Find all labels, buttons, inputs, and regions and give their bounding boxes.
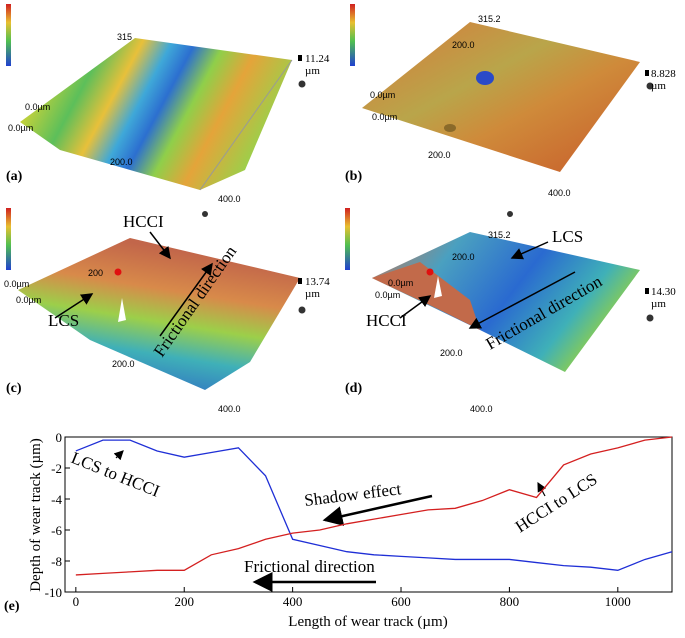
arrow: [399, 295, 432, 319]
arrow: [537, 481, 547, 497]
axis-label: 315.2: [488, 230, 511, 240]
arrow: [468, 271, 576, 329]
axis-label: 0.0µm: [375, 290, 400, 300]
axis-label: 315.2: [478, 14, 501, 24]
surface: [372, 232, 640, 372]
scale-marker: [298, 278, 302, 284]
y-tick-label: -2: [51, 461, 62, 476]
x-tick-label: 600: [391, 594, 411, 609]
x-tick-label: 800: [500, 594, 520, 609]
axis-label: 0.0µm: [388, 278, 413, 288]
color-bar: [345, 208, 350, 270]
x-axis-title: Length of wear track (µm): [288, 614, 447, 630]
arrow: [510, 241, 549, 260]
scale-dot: [646, 82, 654, 90]
scale-marker: [645, 288, 649, 294]
x-tick-label: 1000: [605, 594, 631, 609]
arrow: [149, 231, 171, 260]
data-line: [75, 436, 673, 576]
scale-label: 11.24: [305, 53, 330, 65]
y-axis-title: Depth of wear track (µm): [28, 438, 44, 592]
axis-label: 200.0: [428, 150, 451, 160]
y-tick-label: -4: [51, 492, 62, 507]
scale-dot: [202, 211, 208, 217]
scale-marker: [645, 70, 649, 76]
annotation: LCS: [552, 227, 583, 246]
panel-label: (e): [4, 599, 20, 614]
axis-label: 400.0: [470, 404, 493, 414]
scale-unit: µm: [651, 80, 666, 92]
axis-label: 0.0µm: [372, 112, 397, 122]
axis-label: 200: [88, 268, 103, 278]
pit: [476, 71, 494, 85]
annotation: HCCI: [366, 311, 407, 330]
arrow: [159, 262, 213, 337]
axis-label: 200.0: [112, 359, 135, 369]
scale-marker: [298, 55, 302, 61]
axis-label: 0.0µm: [8, 123, 33, 133]
x-tick-label: 400: [283, 594, 303, 609]
x-tick-label: 200: [174, 594, 194, 609]
y-tick-label: 0: [56, 430, 63, 445]
panel-d: 315.2 LCS 200.0 0.0µm 0.0µm 14.30 µm HCC…: [345, 208, 676, 414]
scale-dot: [646, 314, 654, 322]
panel-label: (d): [345, 381, 362, 396]
arrow: [113, 450, 124, 461]
scale-unit: µm: [305, 65, 320, 77]
annotation: HCCI to LCS: [512, 469, 601, 536]
panel-label: (a): [6, 169, 23, 184]
x-tick-label: 0: [73, 594, 80, 609]
surface: [18, 238, 300, 390]
panel-a: 315 11.24 µm 0.0µm 0.0µm 200.0 400.0 (a): [6, 4, 330, 204]
axis-label: 0.0µm: [4, 279, 29, 289]
axis-label: 400.0: [218, 194, 241, 204]
panel-c: HCCI 200 13.74 µm 0.0µm 0.0µm LCS Fricti…: [4, 208, 330, 414]
color-bar: [350, 4, 355, 66]
axis-label: 400.0: [548, 188, 571, 198]
scale-dot: [298, 80, 306, 88]
axis-label: 200.0: [440, 348, 463, 358]
color-bar: [6, 208, 11, 270]
surface: [362, 22, 640, 172]
panel-label: (b): [345, 169, 362, 184]
point: [114, 268, 122, 276]
axis-label: 0.0µm: [25, 102, 50, 112]
y-tick-label: -6: [51, 523, 62, 538]
point: [426, 268, 434, 276]
pit: [444, 124, 456, 132]
axis-label: 400.0: [218, 404, 241, 414]
scale-label: 13.74: [305, 276, 330, 288]
axis-edge: [199, 59, 293, 191]
annotation: LCS: [48, 311, 79, 330]
panel-label: (c): [6, 381, 22, 396]
y-tick-label: -10: [45, 585, 62, 600]
annotation: HCCI: [123, 212, 164, 231]
marker: [434, 276, 442, 298]
y-tick-label: -8: [51, 554, 62, 569]
axis-label: 0.0µm: [370, 90, 395, 100]
panel-b: 315.2 200.0 8.828 µm 0.0µm 0.0µm 200.0 4…: [345, 4, 676, 198]
axis-label: 200.0: [452, 40, 475, 50]
annotation: Frictional direction: [244, 557, 375, 576]
axis-label: 200.0: [110, 157, 133, 167]
scale-label: 14.30: [651, 286, 676, 298]
color-bar: [6, 4, 11, 66]
axis-label: 315: [117, 32, 132, 42]
plot-frame: [64, 436, 673, 593]
scale-dot: [298, 306, 306, 314]
data-line: [75, 439, 673, 571]
arrow: [322, 494, 433, 526]
axis-label: 0.0µm: [16, 295, 41, 305]
scale-unit: µm: [305, 288, 320, 300]
annotation: LCS to HCCI: [69, 448, 163, 501]
marker: [118, 298, 126, 322]
scale-unit: µm: [651, 298, 666, 310]
surface: [20, 38, 292, 190]
scale-label: 8.828: [651, 68, 676, 80]
scale-dot: [507, 211, 513, 217]
arrow: [54, 293, 94, 319]
axis-label: 200.0: [452, 252, 475, 262]
